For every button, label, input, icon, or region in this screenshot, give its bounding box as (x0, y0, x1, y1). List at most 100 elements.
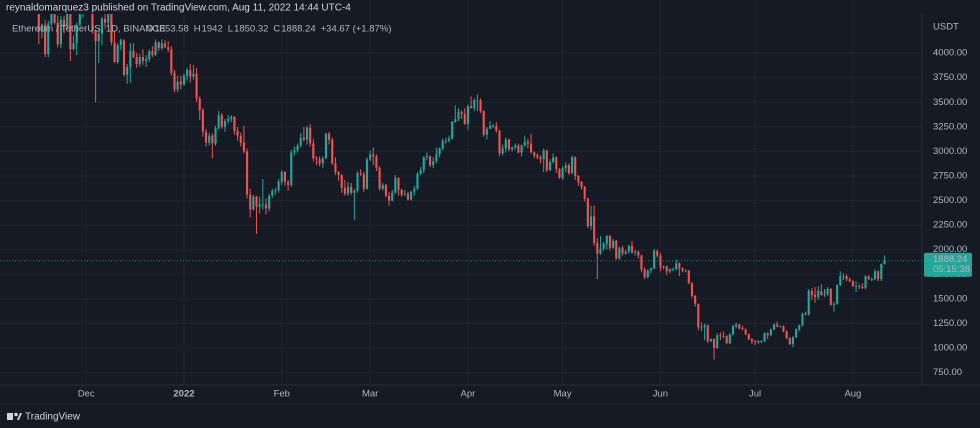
candle-body (473, 100, 476, 109)
footer-brand: TradingView (25, 412, 81, 423)
candle-body (425, 156, 428, 158)
candle-body (403, 193, 406, 195)
candle-body (258, 204, 261, 207)
candle-body (138, 57, 141, 64)
candle-body (643, 269, 646, 278)
candle-body (261, 204, 264, 206)
candle-body (653, 250, 656, 269)
legend-value: 1888.24 (281, 24, 315, 35)
candle-body (40, 24, 44, 32)
candle-body (154, 42, 157, 56)
candle-body (735, 324, 738, 327)
candle-body (564, 165, 567, 169)
candle-body (72, 43, 75, 50)
candle-body (665, 266, 668, 272)
candle-body (858, 286, 861, 288)
candle-body (37, 14, 40, 32)
candle-body (305, 127, 309, 140)
candle-body (810, 291, 813, 295)
candle-body (274, 189, 277, 191)
candle-body (741, 328, 744, 330)
candle-body (813, 294, 817, 297)
candle-body (586, 198, 589, 227)
candle-body (700, 327, 703, 329)
candle-body (309, 127, 312, 144)
candle-body (514, 145, 517, 148)
candle-body (570, 157, 574, 174)
candle-body (384, 184, 387, 196)
candle-body (492, 125, 495, 127)
candle-body (356, 173, 359, 191)
candle-body (119, 40, 122, 46)
candle-body (561, 168, 564, 178)
candle-body (558, 169, 561, 178)
candle-body (791, 337, 795, 345)
candle-body (823, 293, 826, 295)
candle-body (283, 172, 287, 182)
candle-body (589, 216, 593, 227)
candle-body (593, 216, 596, 243)
candle-body (204, 131, 208, 143)
y-tick-label: 1500.00 (933, 293, 967, 304)
candle-body (539, 157, 542, 160)
candle-body (416, 174, 419, 189)
candle-body (482, 111, 485, 135)
candle-body (731, 326, 735, 335)
legend-change: +34.67 (+1.87%) (321, 24, 392, 35)
candle-body (359, 173, 362, 175)
candle-body (217, 115, 220, 128)
candle-body (318, 159, 321, 164)
candle-body (656, 250, 659, 256)
header: reynaldomarquez3 published on TradingVie… (6, 3, 351, 14)
candle-body (157, 42, 160, 49)
candle-body (233, 117, 236, 131)
candle-body (255, 196, 258, 207)
candle-body (160, 43, 163, 49)
candle-body (126, 66, 129, 75)
candle-body (429, 156, 432, 166)
candle-body (883, 260, 886, 265)
candle-body (100, 18, 103, 34)
candle-body (615, 240, 618, 259)
candle-body (104, 18, 107, 23)
candle-body (690, 283, 694, 296)
candle-body (649, 268, 653, 271)
candle-body (239, 135, 242, 143)
candle-body (387, 195, 391, 201)
candle-body (214, 127, 217, 144)
candle-body (107, 14, 110, 23)
candle-body (479, 100, 482, 112)
candle-body (817, 291, 820, 297)
candle-body (675, 263, 678, 270)
candle-body (397, 177, 400, 190)
candle-body (435, 154, 438, 162)
legend-value: 1942 (202, 24, 223, 35)
candle-body (504, 139, 507, 149)
candle-body (640, 255, 643, 270)
candle-body (596, 242, 599, 254)
x-tick-label: May (554, 389, 572, 400)
candle-body (249, 194, 252, 210)
candle-body (602, 243, 605, 249)
candle-body (312, 143, 315, 159)
candle-body (801, 313, 804, 326)
logo (7, 412, 22, 420)
candle-body (709, 339, 712, 342)
candle-body (621, 247, 624, 254)
candle-body (56, 22, 59, 45)
candle-body (116, 45, 119, 62)
x-tick-label: Jul (749, 389, 761, 400)
candle-body (488, 125, 492, 129)
candle-body (646, 270, 649, 278)
candle-body (820, 291, 823, 295)
candle-body (536, 155, 539, 158)
candle-body (394, 177, 397, 193)
candle-body (744, 329, 747, 335)
candle-body (747, 334, 750, 340)
candle-body (507, 139, 511, 150)
candle-body (113, 42, 116, 62)
candle-body (227, 118, 230, 121)
candle-body (836, 285, 839, 304)
candle-body (343, 187, 346, 194)
candle-body (681, 268, 684, 271)
